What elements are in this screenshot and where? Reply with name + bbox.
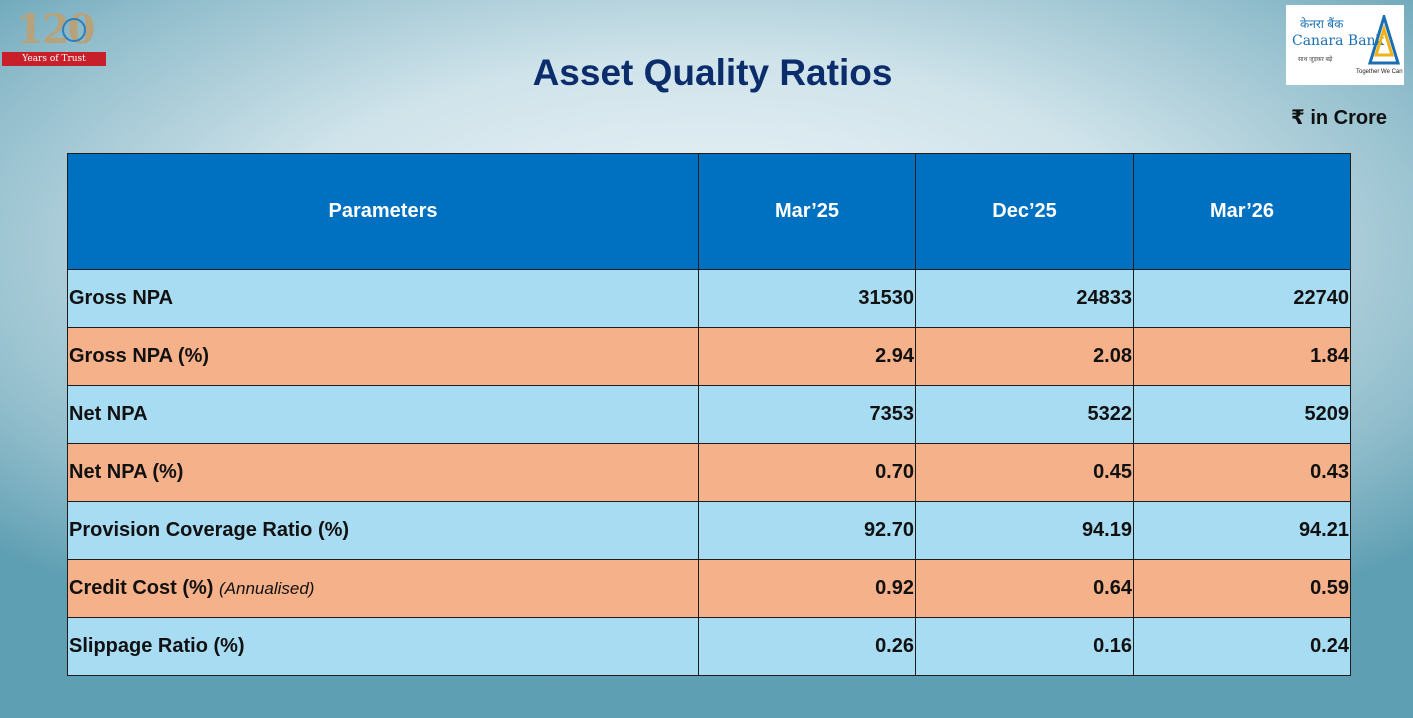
logo-tagline: Together We Can	[1356, 69, 1403, 75]
row-value: 31530	[698, 269, 916, 328]
row-value: 2.94	[698, 327, 916, 386]
header-mar26: Mar’26	[1133, 153, 1351, 270]
row-parameter: Provision Coverage Ratio (%)	[67, 501, 699, 560]
row-value: 24833	[915, 269, 1134, 328]
row-value: 0.64	[915, 559, 1134, 618]
table-row: Gross NPA (%) 2.94 2.08 1.84	[67, 327, 1351, 386]
row-value: 92.70	[698, 501, 916, 560]
header-parameters: Parameters	[67, 153, 699, 270]
logo-hindi-name: केनरा बैंक	[1300, 17, 1344, 31]
row-value: 0.59	[1133, 559, 1351, 618]
table-row: Provision Coverage Ratio (%) 92.70 94.19…	[67, 501, 1351, 560]
header-dec25: Dec’25	[915, 153, 1134, 270]
row-parameter-note: (Annualised)	[219, 579, 315, 598]
row-parameter-label: Net NPA	[69, 403, 148, 425]
row-parameter-label: Gross NPA	[69, 287, 174, 309]
unit-label: ₹ in Crore	[1290, 107, 1387, 129]
header-mar25: Mar’25	[698, 153, 916, 270]
row-parameter-label: Net NPA (%)	[69, 461, 184, 483]
row-value: 22740	[1133, 269, 1351, 328]
canara-bank-logo: केनरा बैंक Canara Bank साथ जुड़कर बढ़ें …	[1286, 5, 1404, 85]
row-value: 1.84	[1133, 327, 1351, 386]
logo-name: Canara Bank	[1292, 33, 1385, 49]
row-parameter: Credit Cost (%) (Annualised)	[67, 559, 699, 618]
table-row: Net NPA (%) 0.70 0.45 0.43	[67, 443, 1351, 502]
row-value: 2.08	[915, 327, 1134, 386]
row-value: 0.45	[915, 443, 1134, 502]
table-row: Net NPA 7353 5322 5209	[67, 385, 1351, 444]
row-value: 0.92	[698, 559, 916, 618]
row-value: 94.21	[1133, 501, 1351, 560]
table-header-row: Parameters Mar’25 Dec’25 Mar’26	[67, 153, 1351, 270]
row-parameter-label: Provision Coverage Ratio (%)	[69, 519, 350, 541]
row-value: 0.24	[1133, 617, 1351, 676]
row-parameter: Net NPA	[67, 385, 699, 444]
page-title: Asset Quality Ratios	[532, 52, 893, 93]
badge-emblem-icon	[62, 18, 86, 42]
row-value: 0.26	[698, 617, 916, 676]
row-value: 5322	[915, 385, 1134, 444]
row-parameter: Gross NPA	[67, 269, 699, 328]
asset-quality-table: Parameters Mar’25 Dec’25 Mar’26 Gross NP…	[67, 153, 1351, 676]
row-value: 0.16	[915, 617, 1134, 676]
anniversary-badge: 120 Years of Trust	[2, 6, 110, 68]
table-row: Credit Cost (%) (Annualised) 0.92 0.64 0…	[67, 559, 1351, 618]
logo-hindi-tagline: साथ जुड़कर बढ़ें	[1298, 57, 1333, 63]
row-parameter: Net NPA (%)	[67, 443, 699, 502]
table-row: Gross NPA 31530 24833 22740	[67, 269, 1351, 328]
row-value: 5209	[1133, 385, 1351, 444]
row-value: 0.70	[698, 443, 916, 502]
row-parameter: Slippage Ratio (%)	[67, 617, 699, 676]
row-value: 94.19	[915, 501, 1134, 560]
table-row: Slippage Ratio (%) 0.26 0.16 0.24	[67, 617, 1351, 676]
row-value: 7353	[698, 385, 916, 444]
logo-triangle-icon	[1368, 15, 1400, 65]
row-parameter-label: Gross NPA (%)	[69, 345, 210, 367]
row-parameter: Gross NPA (%)	[67, 327, 699, 386]
row-parameter-label: Slippage Ratio (%)	[69, 635, 245, 657]
row-parameter-label: Credit Cost (%)	[69, 577, 214, 599]
row-value: 0.43	[1133, 443, 1351, 502]
badge-ribbon: Years of Trust	[2, 52, 106, 66]
